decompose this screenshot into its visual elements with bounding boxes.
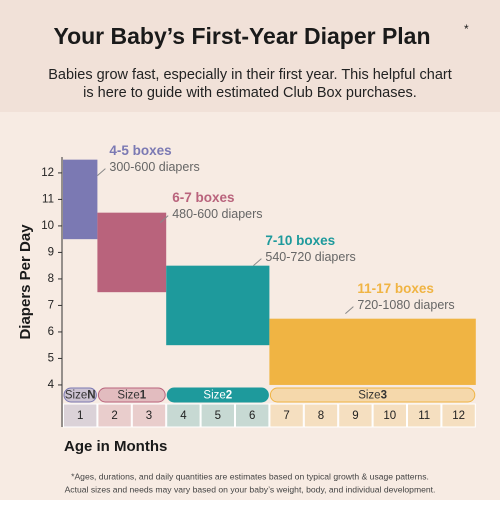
y-axis-label: Diapers Per Day: [17, 224, 34, 340]
x-tick-label: 6: [249, 410, 255, 422]
month-cell: [131, 403, 167, 428]
range-bar: [63, 159, 98, 240]
annotation-line: [345, 306, 354, 315]
y-tick-label: 12: [41, 167, 54, 179]
size-name: Size: [358, 390, 380, 402]
range-bar: [269, 318, 476, 385]
subtitle: is here to guide with estimated Club Box…: [83, 85, 417, 101]
size-label: SizeN: [65, 390, 96, 402]
chart-title: Your Baby’s First-Year Diaper Plan: [53, 23, 430, 49]
month-cell: [200, 403, 236, 428]
range-bar: [166, 265, 270, 346]
month-cell: [303, 403, 339, 428]
size-number: 3: [381, 390, 387, 402]
y-tick-label: 8: [48, 273, 54, 285]
month-cell: [166, 403, 201, 428]
size-number: 2: [226, 390, 232, 402]
month-cell: [338, 403, 373, 428]
month-cell: [235, 403, 270, 428]
diapers-label: 720-1080 diapers: [357, 298, 454, 312]
y-tick-label: 9: [48, 246, 54, 258]
size-pill: [166, 387, 269, 403]
size-label: Size3: [358, 390, 387, 402]
boxes-label: 11-17 boxes: [357, 281, 434, 296]
size-pill: [269, 387, 476, 403]
size-name: Size: [203, 390, 225, 402]
boxes-label: 7-10 boxes: [265, 233, 335, 248]
size-label: Size2: [203, 390, 232, 402]
x-tick-label: 8: [318, 410, 324, 422]
x-tick-label: 9: [352, 410, 358, 422]
x-tick-label: 7: [283, 410, 289, 422]
month-cell: [372, 403, 408, 428]
x-tick-label: 12: [452, 410, 465, 422]
month-cell: [441, 403, 476, 428]
size-number: 1: [140, 390, 147, 402]
size-label: Size1: [117, 390, 146, 402]
size-pill: [63, 387, 97, 403]
footnote: *Ages, durations, and daily quantities a…: [71, 471, 429, 481]
x-tick-label: 4: [180, 410, 187, 422]
title-mark: *: [464, 22, 469, 36]
month-cell: [269, 403, 304, 428]
x-tick-label: 10: [383, 410, 396, 422]
size-name: Size: [65, 390, 87, 402]
diapers-label: 300-600 diapers: [109, 160, 199, 174]
diapers-label: 480-600 diapers: [172, 207, 262, 221]
footnote: Actual sizes and needs may vary based on…: [65, 484, 436, 494]
y-tick-label: 5: [48, 352, 54, 364]
size-name: Size: [117, 390, 139, 402]
boxes-label: 6-7 boxes: [172, 190, 234, 205]
x-tick-label: 1: [77, 410, 83, 422]
header-band: [0, 0, 500, 112]
size-pill: [97, 387, 166, 403]
annotation-line: [97, 168, 106, 177]
month-cell: [63, 403, 98, 428]
range-bar: [97, 212, 167, 293]
subtitle: Babies grow fast, especially in their fi…: [48, 67, 452, 83]
annotation-line: [253, 258, 262, 267]
y-tick-label: 4: [48, 379, 55, 391]
x-tick-label: 2: [111, 410, 117, 422]
annotation-line: [159, 215, 169, 224]
x-tick-label: 5: [215, 410, 221, 422]
month-cell: [97, 403, 132, 428]
y-tick-label: 11: [42, 193, 54, 205]
size-number: N: [87, 390, 95, 402]
y-tick-label: 6: [48, 326, 54, 338]
month-cell: [407, 403, 442, 428]
x-axis-label: Age in Months: [64, 438, 167, 455]
y-tick-label: 10: [41, 220, 54, 232]
x-tick-label: 11: [418, 410, 430, 422]
x-tick-label: 3: [146, 410, 152, 422]
diapers-label: 540-720 diapers: [265, 250, 355, 264]
boxes-label: 4-5 boxes: [109, 143, 171, 158]
y-tick-label: 7: [48, 299, 54, 311]
